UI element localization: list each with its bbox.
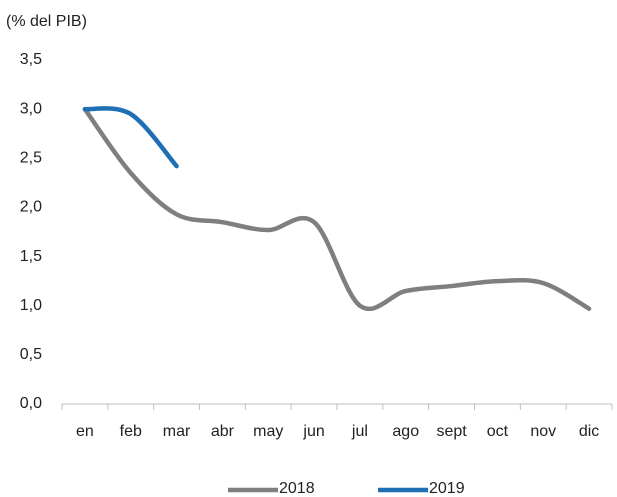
y-tick-label: 3,0 — [20, 100, 42, 117]
x-tick-label: oct — [487, 423, 509, 440]
x-tick-label: ago — [392, 423, 419, 440]
x-tick-label: dic — [579, 423, 599, 440]
y-tick-label: 1,0 — [20, 297, 42, 314]
chart-subtitle: (% del PIB) — [6, 13, 87, 30]
y-tick-label: 0,5 — [20, 346, 42, 363]
x-tick-label: jun — [302, 423, 324, 440]
legend-label: 2019 — [429, 480, 465, 497]
legend-label: 2018 — [279, 480, 315, 497]
x-tick-label: nov — [530, 423, 556, 440]
y-tick-label: 0,0 — [20, 395, 42, 412]
y-tick-label: 2,5 — [20, 150, 42, 167]
x-tick-label: feb — [120, 423, 142, 440]
x-tick-label: en — [76, 423, 94, 440]
x-tick-label: mar — [163, 423, 191, 440]
series-line — [82, 106, 592, 311]
y-tick-label: 1,5 — [20, 248, 42, 265]
x-tick-label: jul — [351, 423, 368, 440]
y-tick-label: 3,5 — [20, 51, 42, 68]
x-tick-label: abr — [211, 423, 235, 440]
x-tick-label: sept — [436, 423, 467, 440]
y-tick-label: 2,0 — [20, 199, 42, 216]
x-tick-label: may — [253, 423, 283, 440]
series-line — [82, 106, 179, 169]
